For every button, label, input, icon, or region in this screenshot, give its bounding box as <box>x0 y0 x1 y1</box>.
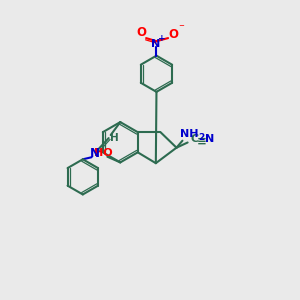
Text: N: N <box>151 39 160 49</box>
Text: N: N <box>205 134 214 144</box>
Text: O: O <box>169 28 179 41</box>
Text: ⁻: ⁻ <box>178 23 184 34</box>
Text: +: + <box>158 34 166 43</box>
Text: C: C <box>190 134 198 144</box>
Text: HO: HO <box>94 148 112 158</box>
Text: 2: 2 <box>198 133 204 142</box>
Text: NH: NH <box>180 129 199 139</box>
Text: O: O <box>136 26 146 39</box>
Text: N: N <box>90 147 100 160</box>
Text: ≡: ≡ <box>196 134 206 148</box>
Text: H: H <box>110 133 119 143</box>
